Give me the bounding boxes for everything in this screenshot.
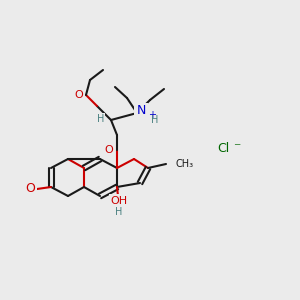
Text: OH: OH — [110, 196, 127, 206]
Text: ⁻: ⁻ — [233, 141, 240, 155]
Text: H: H — [115, 207, 123, 217]
Text: Cl: Cl — [217, 142, 229, 154]
Text: H: H — [151, 115, 158, 125]
Text: O: O — [25, 182, 35, 196]
Text: O: O — [105, 145, 113, 155]
Text: +: + — [148, 110, 156, 120]
Text: N: N — [136, 104, 146, 118]
Text: H: H — [97, 114, 104, 124]
Text: O: O — [75, 90, 83, 100]
Text: CH₃: CH₃ — [175, 159, 193, 169]
